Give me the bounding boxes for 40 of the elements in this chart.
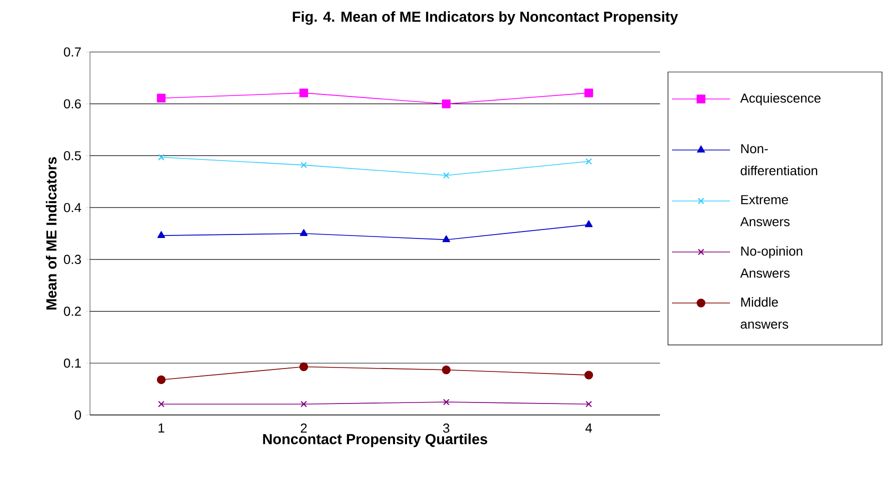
point [442, 99, 451, 108]
point [157, 231, 166, 238]
legend-label: Non-differentiation [740, 144, 818, 176]
x-tick-label: 2 [300, 424, 307, 433]
legend-label: Acquiescence [740, 93, 821, 106]
y-axis-title: Mean of ME Indicators [46, 157, 57, 310]
point [584, 370, 594, 380]
point [300, 162, 307, 168]
point [158, 154, 164, 160]
point [584, 220, 593, 228]
point [299, 362, 308, 372]
point [442, 235, 450, 242]
legend-label: No-opinion Answers [740, 246, 802, 278]
y-tick-label: 0 [74, 410, 81, 420]
point [443, 172, 450, 179]
point [300, 229, 308, 236]
x-tick-label: 4 [585, 424, 592, 432]
y-tick-label: 0.6 [64, 99, 81, 108]
point [158, 400, 164, 408]
x-axis-title: Noncontact Propensity Quartiles [263, 434, 488, 448]
y-tick-label: 0.4 [64, 202, 82, 212]
y-tick-label: 0.2 [64, 306, 81, 316]
y-tick-label: 0.7 [64, 47, 81, 57]
x-tick-label: 1 [158, 424, 164, 432]
y-tick-label: 0.3 [64, 254, 81, 264]
point [443, 398, 450, 406]
y-tick-label: 0.5 [64, 151, 81, 160]
chart-title: Fig. 4. Mean of ME Indicators by Noncontact Propensity [292, 11, 678, 25]
point [299, 88, 308, 98]
y-tick-label: 0.1 [64, 358, 81, 368]
point [586, 158, 592, 165]
x-tick-label: 3 [443, 424, 450, 433]
point [586, 400, 592, 408]
point [442, 366, 451, 374]
point [300, 400, 307, 408]
point [156, 94, 166, 102]
point [156, 375, 166, 384]
point [584, 88, 594, 98]
legend-label: Extreme Answers [740, 195, 790, 226]
legend-label: Middle answers [740, 297, 788, 329]
